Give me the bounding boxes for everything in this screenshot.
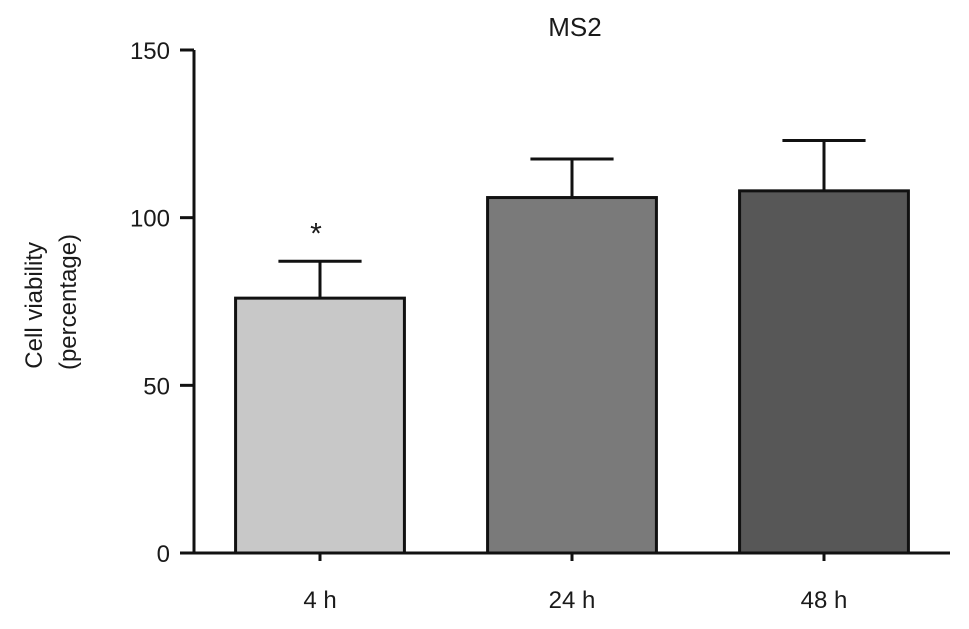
y-axis-label-line-2: (percentage) bbox=[55, 234, 82, 370]
y-tick-label: 100 bbox=[130, 206, 170, 233]
axes-layer: 4 h 24 h 48 h 0 50 100 150 bbox=[130, 38, 950, 614]
y-tick-label: 0 bbox=[157, 541, 170, 568]
y-tick-label: 150 bbox=[130, 38, 170, 65]
y-axis-label: Cell viability (percentage) bbox=[21, 234, 82, 370]
y-axis-label-line-1: Cell viability bbox=[21, 242, 48, 369]
bars-layer: * bbox=[234, 139, 910, 555]
significance-marker: * bbox=[310, 217, 322, 250]
x-tick-label: 4 h bbox=[303, 587, 336, 614]
y-tick-label: 50 bbox=[143, 373, 170, 400]
bar-24h bbox=[486, 196, 658, 555]
chart-title: MS2 bbox=[548, 12, 601, 42]
x-tick-label: 24 h bbox=[549, 587, 596, 614]
bar-48h bbox=[738, 189, 910, 555]
x-tick-label: 48 h bbox=[801, 587, 848, 614]
bar-4h bbox=[234, 296, 406, 555]
